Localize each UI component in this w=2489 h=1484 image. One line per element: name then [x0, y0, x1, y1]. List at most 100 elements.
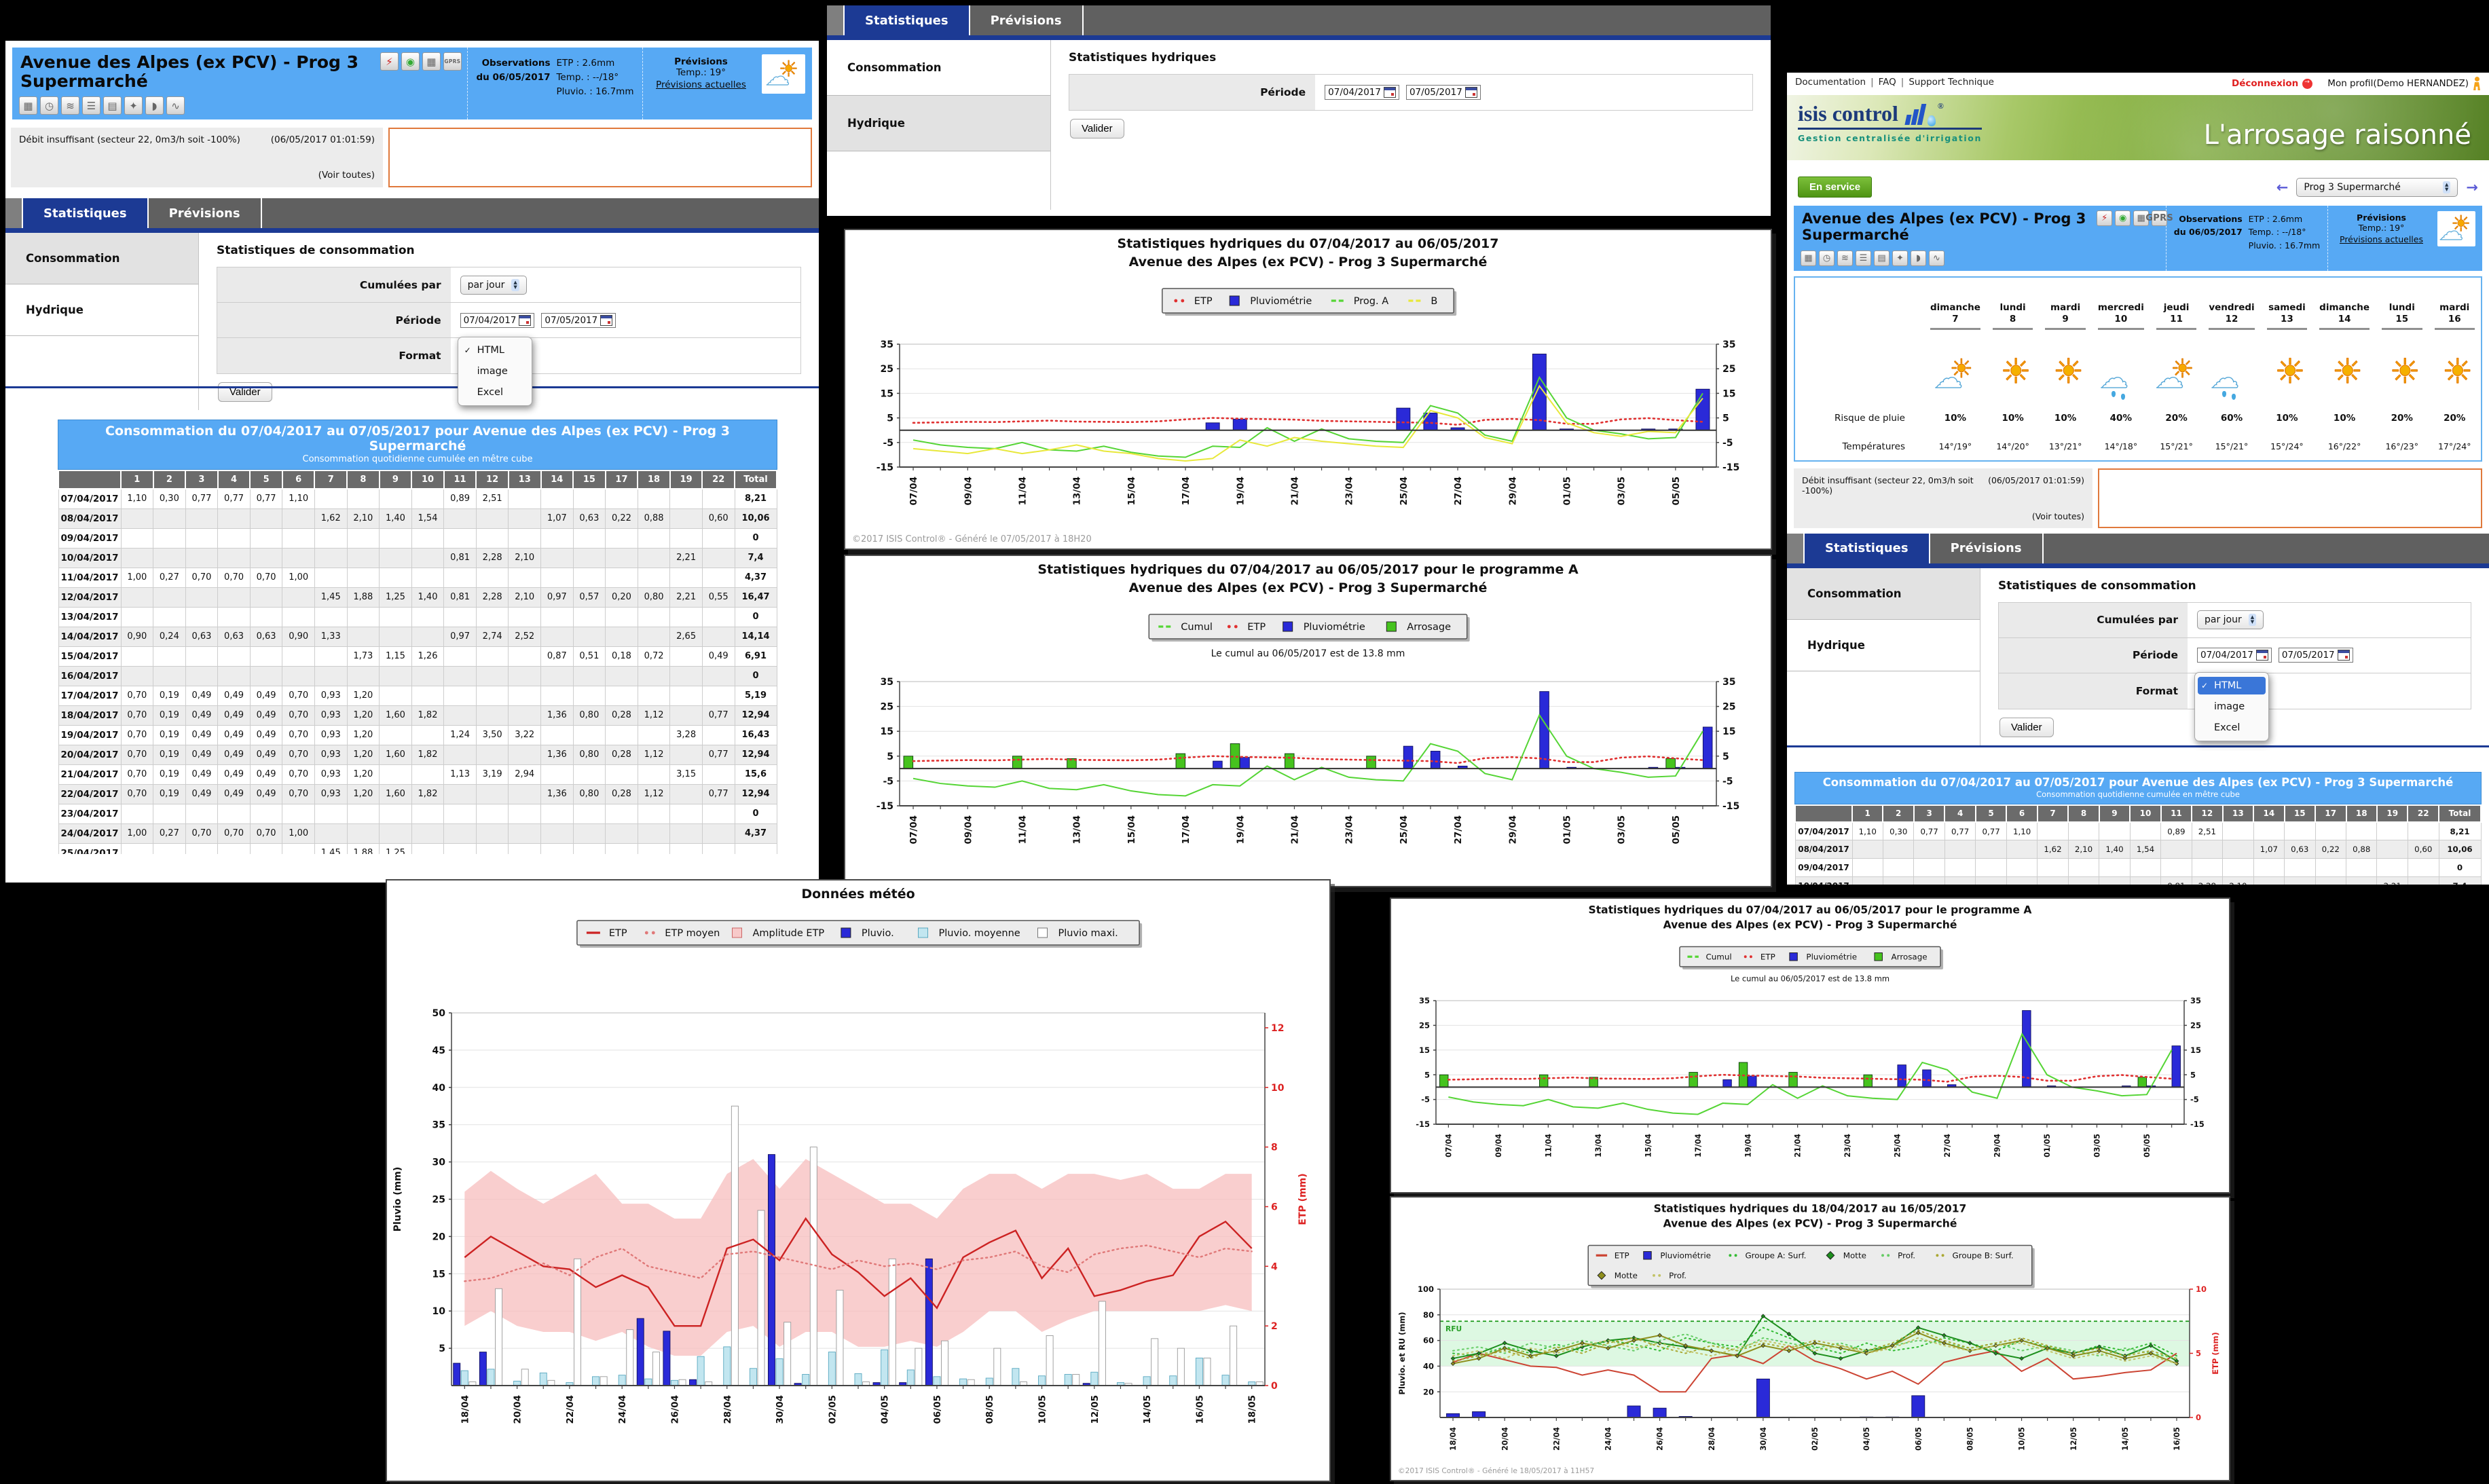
svg-text:25/04: 25/04 — [1399, 477, 1409, 506]
power-220v-icon[interactable]: ⚡ — [380, 52, 399, 71]
sidebar-item-hydrique[interactable]: Hydrique — [5, 284, 198, 336]
alert-voir-toutes-link[interactable]: (Voir toutes) — [318, 170, 375, 181]
valider-button[interactable]: Valider — [1999, 717, 2054, 737]
terminal-icon[interactable]: ▦ — [2133, 210, 2150, 226]
format-option-image[interactable]: image — [477, 366, 508, 377]
chart-icon[interactable]: ∿ — [1929, 251, 1944, 266]
svg-text:26/04: 26/04 — [1656, 1427, 1665, 1451]
log-icon[interactable]: ☰ — [1856, 251, 1871, 266]
cumulees-par-select[interactable]: par jour ▲ ▼ — [460, 275, 527, 295]
tab-previsions[interactable]: Prévisions — [149, 198, 262, 228]
support-link[interactable]: Support Technique — [1909, 77, 1994, 88]
svg-text:21/04: 21/04 — [1794, 1134, 1803, 1157]
tab-bar-wrap: Statistiques Prévisions — [1787, 533, 2489, 568]
brush-icon[interactable]: ◗ — [145, 96, 164, 115]
program-select[interactable]: Prog 3 Supermarché ▲ ▼ — [2296, 177, 2458, 197]
svg-text:06/05: 06/05 — [1914, 1427, 1923, 1451]
format-option-html[interactable]: ✓ HTML — [464, 345, 504, 356]
calendar-icon[interactable] — [600, 314, 613, 326]
date-to-field[interactable]: 07/05/2017 — [541, 312, 616, 328]
format-option-image[interactable]: image — [2214, 701, 2245, 712]
valider-button[interactable]: Valider — [218, 382, 272, 402]
format-option-excel[interactable]: Excel — [2214, 722, 2241, 733]
wrench-icon[interactable]: ✦ — [124, 96, 143, 115]
prev-program-arrow[interactable]: ← — [2276, 179, 2289, 196]
periode-label: Période — [217, 303, 451, 337]
svg-text:Le cumul au 06/05/2017 est de: Le cumul au 06/05/2017 est de 13.8 mm — [1731, 973, 1889, 983]
rain-risk-value: 40% — [2109, 412, 2132, 424]
date-from-field[interactable]: 07/04/2017 — [1325, 85, 1399, 100]
svg-text:ETP (mm): ETP (mm) — [2211, 1332, 2220, 1374]
previsions-link[interactable]: Prévisions actuelles — [656, 79, 746, 90]
profile-link[interactable]: Mon profil(Demo HERNANDEZ) — [2327, 78, 2469, 89]
eye-icon[interactable]: ◉ — [2115, 210, 2131, 226]
device-icon[interactable]: ▦ — [19, 96, 37, 115]
program-title: Avenue des Alpes (ex PCV) - Prog 3 Super… — [20, 52, 359, 91]
svg-text:07/04: 07/04 — [908, 477, 919, 506]
valider-button[interactable]: Valider — [1070, 119, 1124, 138]
tab-previsions[interactable]: Prévisions — [970, 5, 1084, 35]
forecast-day-name: mardi — [2050, 302, 2081, 313]
alert-voir-toutes-link[interactable]: (Voir toutes) — [2031, 511, 2084, 521]
wifi-icon[interactable]: ≋ — [1837, 251, 1853, 266]
power-220v-icon[interactable]: ⚡ — [2097, 210, 2113, 226]
date-from-field[interactable]: 07/04/2017 — [460, 312, 535, 328]
calendar-icon[interactable] — [1464, 87, 1477, 98]
calendar-icon[interactable] — [519, 314, 532, 326]
svg-text:Arrosage: Arrosage — [1407, 622, 1451, 633]
faq-link[interactable]: FAQ — [1878, 77, 1896, 88]
sidebar-item-consommation[interactable]: Consommation — [5, 233, 198, 284]
sidebar-item-consommation[interactable]: Consommation — [1787, 568, 1980, 620]
format-option-excel[interactable]: Excel — [477, 387, 504, 398]
svg-text:08/05: 08/05 — [1966, 1427, 1975, 1451]
row-date: 22/04/2017 — [58, 783, 122, 804]
forecast-day: lundi 15 — [2382, 302, 2422, 330]
chart-icon[interactable]: ∿ — [166, 96, 185, 115]
sidebar-item-consommation[interactable]: Consommation — [827, 40, 1050, 96]
brush-icon[interactable]: ◗ — [1911, 251, 1926, 266]
cumulees-par-select[interactable]: par jour ▲ ▼ — [2197, 610, 2264, 630]
grid-icon[interactable]: ▤ — [103, 96, 122, 115]
tab-previsions[interactable]: Prévisions — [1930, 533, 2044, 563]
svg-text:ETP: ETP — [609, 928, 627, 939]
svg-text:29/04: 29/04 — [1993, 1134, 2002, 1157]
gprs-icon[interactable]: GPRS — [443, 52, 462, 71]
eye-icon[interactable]: ◉ — [401, 52, 420, 71]
previsions-link[interactable]: Prévisions actuelles — [2340, 234, 2423, 244]
clock-icon[interactable]: ◷ — [1819, 251, 1835, 266]
terminal-icon[interactable]: ▦ — [422, 52, 441, 71]
calendar-icon[interactable] — [2337, 650, 2350, 661]
date-to-field[interactable]: 07/05/2017 — [1405, 85, 1481, 100]
device-icon[interactable]: ▦ — [1801, 251, 1816, 266]
date-from-field[interactable]: 07/04/2017 — [2197, 648, 2272, 663]
svg-text:25/04: 25/04 — [1399, 815, 1409, 845]
isis-control-logo[interactable]: isis control ® Gestion centralisée d'irri… — [1798, 101, 1982, 143]
gprs-icon[interactable]: GPRS — [2145, 210, 2173, 226]
calendar-icon[interactable] — [1383, 87, 1396, 98]
tab-statistiques[interactable]: Statistiques — [23, 198, 149, 228]
en-service-badge[interactable]: En service — [1798, 177, 1873, 198]
date-to-field[interactable]: 07/05/2017 — [2278, 648, 2353, 663]
grid-icon[interactable]: ▤ — [1874, 251, 1889, 266]
calendar-icon[interactable] — [2255, 650, 2268, 661]
clock-icon[interactable]: ◷ — [40, 96, 58, 115]
tab-statistiques[interactable]: Statistiques — [1805, 533, 1930, 563]
wrench-icon[interactable]: ✦ — [1892, 251, 1908, 266]
documentation-link[interactable]: Documentation — [1795, 77, 1866, 88]
tab-statistiques[interactable]: Statistiques — [845, 5, 970, 35]
logout-link[interactable]: Déconnexion — [2232, 78, 2299, 89]
observation-value: Pluvio. : 16.7mm — [556, 86, 634, 97]
stats-sidebar: Consommation Hydrique — [5, 233, 199, 410]
forecast-day-name: mardi — [2439, 302, 2470, 313]
next-program-arrow[interactable]: → — [2466, 179, 2478, 196]
wifi-icon[interactable]: ≋ — [61, 96, 79, 115]
rain-risk-value: 10% — [1944, 412, 1967, 424]
rain-risk-value: 10% — [2002, 412, 2024, 424]
alert-message: Débit insuffisant (secteur 22, 0m3/h soi… — [11, 128, 383, 187]
log-icon[interactable]: ☰ — [82, 96, 100, 115]
sidebar-item-hydrique[interactable]: Hydrique — [1787, 619, 1980, 671]
format-option-html[interactable]: ✓ HTML — [2198, 676, 2266, 694]
previsions-temp: Temp.: 19° — [676, 67, 726, 78]
sidebar-item-hydrique[interactable]: Hydrique — [827, 96, 1050, 151]
logout-icon[interactable] — [2302, 78, 2313, 89]
